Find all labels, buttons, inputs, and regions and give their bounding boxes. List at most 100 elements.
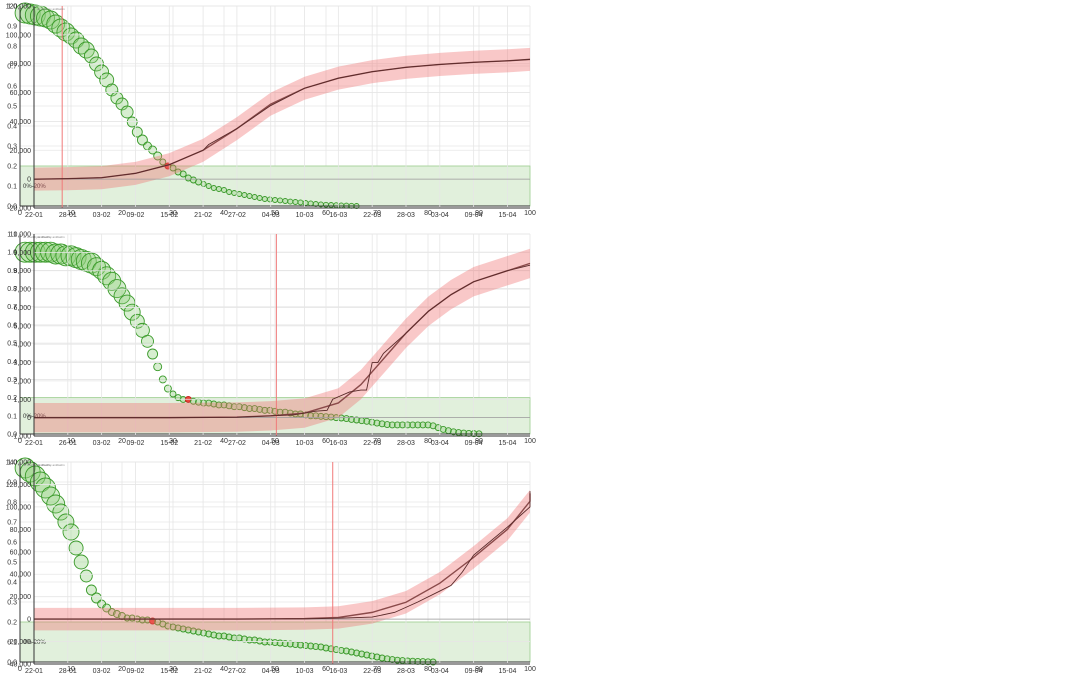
y-tick-label: 0.0 [7, 432, 17, 439]
x-tick-label: 0 [18, 666, 22, 673]
y-tick-label: 10,000 [10, 232, 32, 239]
data-point [195, 628, 202, 636]
y-tick-label: 0.7 [7, 64, 17, 71]
y-tick-label: 20,000 [10, 594, 32, 601]
y-tick-label: 1.0 [7, 4, 17, 11]
x-tick-label: 15-04 [499, 668, 517, 675]
data-point [189, 397, 197, 405]
data-point [383, 421, 391, 428]
data-point [373, 653, 381, 661]
x-tick-label: 03-04 [431, 668, 449, 675]
data-point [159, 158, 167, 166]
y-tick-label: 0.4 [7, 359, 17, 366]
data-point [169, 390, 177, 398]
x-tick-label: 09-04 [465, 440, 483, 447]
x-tick-label: 28-03 [397, 212, 415, 219]
y-tick-label: 0.7 [7, 520, 17, 527]
x-tick-label: 03-02 [93, 668, 111, 675]
x-tick-label: 70 [373, 666, 381, 673]
data-point [256, 637, 264, 645]
band-label: 0%-20% [23, 184, 46, 190]
y-tick-label: 0.2 [7, 395, 17, 402]
data-point [439, 426, 447, 433]
survival-scatter-chart-2: 0%-20% 0.0 0.1 0.2 0.3 0.4 0.5 0.6 0.7 0.8 0.9 1.0 1… [0, 228, 536, 456]
y-tick-label: 0.8 [7, 286, 17, 293]
x-tick-label: 15-02 [160, 212, 178, 219]
x-tick-label: 60 [322, 438, 330, 445]
x-tick-label: 09-04 [465, 212, 483, 219]
chart-credit: dc chart by antifashn [37, 235, 65, 239]
data-point [353, 416, 361, 424]
data-point [312, 643, 320, 651]
data-point [215, 632, 223, 640]
y-tick-label: -20,000 [7, 206, 31, 213]
x-tick-label: 04-03 [262, 212, 280, 219]
y-tick-label: 0.2 [7, 164, 17, 171]
data-point [220, 632, 228, 640]
confidence-band [34, 248, 530, 433]
x-tick-label: 10-03 [296, 212, 314, 219]
x-tick-label: 09-02 [127, 440, 145, 447]
x-tick-label: 100 [524, 210, 536, 217]
x-tick-label: 40 [220, 666, 228, 673]
x-tick-label: 30 [169, 666, 177, 673]
x-tick-label: 21-02 [194, 440, 212, 447]
x-tick-label: 90 [475, 438, 483, 445]
y-tick-label: -20,000 [7, 639, 31, 646]
y-tick-label: 6,000 [13, 305, 31, 312]
data-point [200, 399, 208, 407]
y-tick-label: 9,000 [13, 250, 31, 257]
x-tick-label: 10-03 [296, 668, 314, 675]
x-tick-label: 15-04 [499, 440, 517, 447]
x-tick-label: 10 [67, 438, 75, 445]
data-point [342, 415, 350, 422]
data-point [215, 401, 223, 409]
x-tick-label: 16-03 [329, 212, 347, 219]
x-tick-label: 50 [271, 666, 279, 673]
data-point [251, 405, 259, 412]
data-point [57, 513, 75, 531]
data-point [220, 401, 228, 409]
data-point [46, 494, 66, 514]
y-tick-label: 0.1 [7, 640, 17, 647]
x-tick-label: 30 [169, 210, 177, 217]
confidence-band [34, 482, 530, 631]
x-tick-label: 22-03 [363, 212, 381, 219]
x-tick-label: 100 [524, 666, 536, 673]
y-tick-label: 0 [27, 617, 31, 624]
x-tick-label: 40 [220, 438, 228, 445]
x-tick-label: 90 [475, 666, 483, 673]
x-tick-label: 40 [220, 210, 228, 217]
y-tick-label: 0.5 [7, 104, 17, 111]
y-tick-label: 0 [27, 177, 31, 184]
confidence-band [34, 47, 530, 191]
data-point [399, 421, 406, 429]
y-tick-label: 0.6 [7, 84, 17, 91]
x-tick-label: 80 [424, 438, 432, 445]
x-tick-label: 21-02 [194, 668, 212, 675]
y-tick-label: 0.2 [7, 620, 17, 627]
y-tick-label: -40,000 [7, 662, 31, 669]
data-point [184, 626, 192, 634]
data-point [297, 641, 304, 649]
data-point [286, 640, 294, 648]
y-tick-label: 3,000 [13, 360, 31, 367]
x-tick-label: 22-03 [363, 668, 381, 675]
data-point [79, 569, 93, 583]
data-point [179, 170, 187, 178]
x-tick-label: 10 [67, 210, 75, 217]
y-tick-label: 60,000 [10, 549, 32, 556]
y-tick-label: 0.9 [7, 24, 17, 31]
data-point [246, 405, 253, 412]
x-tick-label: 10 [67, 666, 75, 673]
y-tick-label: 120,000 [6, 4, 31, 11]
y-tick-label: 100,000 [6, 504, 31, 511]
y-tick-label: 0.0 [7, 204, 17, 211]
x-tick-label: 03-02 [93, 440, 111, 447]
data-point [205, 630, 213, 638]
y-tick-label: 0.6 [7, 322, 17, 329]
data-points [14, 241, 483, 438]
data-point [256, 406, 264, 413]
y-tick-label: 100,000 [6, 32, 31, 39]
x-tick-label: 30 [169, 438, 177, 445]
